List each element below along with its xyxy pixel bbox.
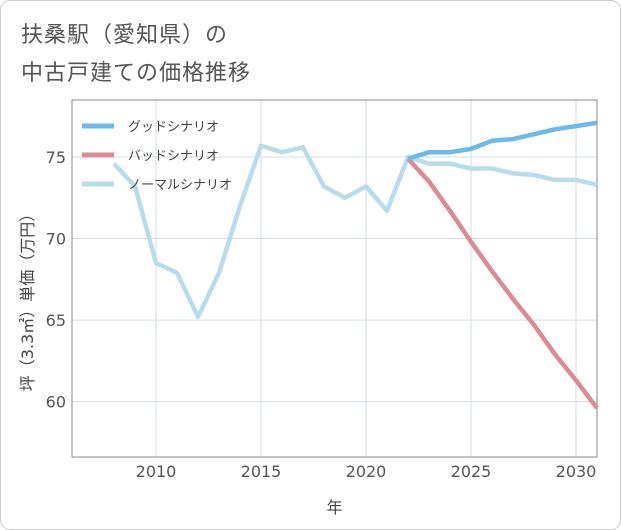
series-lines: [112, 120, 599, 410]
y-tick-label: 70: [46, 230, 66, 249]
x-tick-label: 2030: [556, 462, 597, 481]
x-axis-title: 年: [326, 498, 342, 517]
legend-label: バッドシナリオ: [128, 149, 219, 164]
legend-item-good: グッドシナリオ: [82, 120, 219, 135]
x-tick-label: 2025: [451, 462, 492, 481]
tick-labels: 2010 2015 2020 2025 2030 60 65 70 75: [46, 148, 597, 481]
legend-label: ノーマルシナリオ: [128, 178, 232, 193]
legend-label: グッドシナリオ: [128, 120, 219, 135]
legend-item-normal: ノーマルシナリオ: [82, 178, 232, 193]
plot-area: [71, 99, 598, 458]
y-axis-title: 坪（3.3㎡）単価（万円）: [18, 206, 37, 391]
y-tick-label: 65: [46, 311, 66, 330]
y-tick-label: 75: [46, 148, 66, 167]
series-line-bad: [406, 157, 599, 410]
grid: [72, 100, 597, 457]
chart-title-line-1: 扶桑駅（愛知県）の: [21, 23, 229, 48]
series-line-normal: [112, 143, 598, 320]
series-line-good: [407, 120, 598, 161]
chart-title-line-2: 中古戸建ての価格推移: [21, 61, 252, 86]
x-tick-label: 2010: [136, 462, 177, 481]
legend-item-bad: バッドシナリオ: [82, 149, 219, 164]
x-tick-label: 2020: [346, 462, 387, 481]
x-tick-label: 2015: [241, 462, 282, 481]
y-tick-label: 60: [46, 393, 66, 412]
